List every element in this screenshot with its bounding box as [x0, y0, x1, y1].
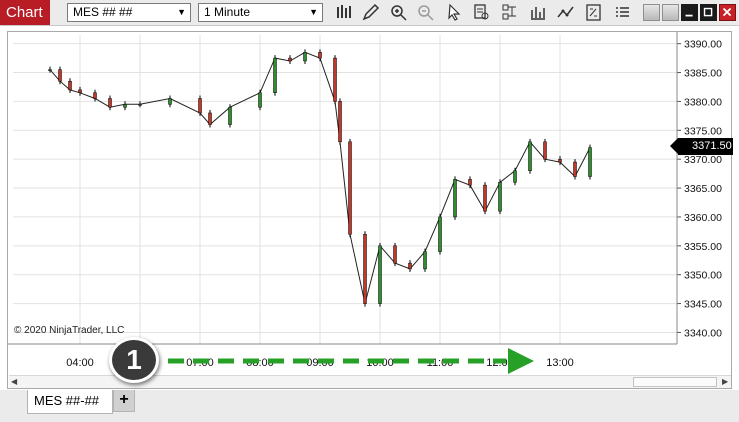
pointer-icon[interactable] [443, 2, 465, 23]
candle-body [453, 179, 457, 218]
chevron-down-icon: ▼ [309, 7, 318, 17]
tab-bar: MES ##-## + [0, 390, 739, 422]
zoom-in-icon[interactable] [388, 2, 410, 23]
menu-list-icon[interactable] [611, 2, 633, 23]
maximize-button[interactable] [700, 4, 717, 21]
candle-body [408, 262, 412, 270]
candle-body [108, 98, 112, 108]
candle-body [423, 251, 427, 270]
minimize-button[interactable] [681, 4, 698, 21]
candle-body [513, 170, 517, 183]
scroll-right-icon[interactable]: ▶ [722, 377, 729, 386]
candle-body [363, 234, 367, 304]
scroll-left-icon[interactable]: ◀ [11, 377, 18, 386]
chart-toolbar: Chart MES ## ## ▼ 1 Minute ▼ [0, 0, 739, 26]
add-tab-button[interactable]: + [113, 390, 135, 412]
maximize-icon [703, 7, 713, 17]
candle-body [498, 182, 502, 212]
instrument-selector[interactable]: MES ## ## ▼ [67, 3, 191, 22]
candle-body [138, 104, 142, 106]
candle-body [528, 141, 532, 171]
horizontal-scrollbar[interactable]: ◀ ▶ [9, 375, 731, 388]
indicators-icon[interactable] [527, 2, 549, 23]
scroll-direction-arrow [168, 348, 534, 374]
y-tick-label: 3375.00 [684, 125, 722, 137]
close-icon [722, 7, 732, 17]
candle-body [78, 89, 82, 94]
candle-body [573, 161, 577, 177]
properties-icon[interactable] [583, 2, 605, 23]
data-box-icon[interactable] [471, 2, 493, 23]
y-tick-label: 3380.00 [684, 96, 722, 108]
tab-mes[interactable]: MES ##-## [27, 390, 113, 414]
y-tick-label: 3360.00 [684, 212, 722, 224]
x-tick-label: 04:00 [66, 357, 94, 369]
candle-body [288, 57, 292, 62]
candle-body [588, 147, 592, 177]
candle-body [438, 216, 442, 252]
close-button[interactable] [719, 4, 736, 21]
theme-button[interactable] [643, 4, 660, 21]
strategies-icon[interactable] [555, 2, 577, 23]
y-tick-label: 3370.00 [684, 154, 722, 166]
templates-icon[interactable] [499, 2, 521, 23]
candle-body [543, 141, 547, 160]
candle-body [393, 245, 397, 264]
scroll-thumb[interactable] [633, 377, 717, 387]
candle-body [483, 184, 487, 212]
candle-body [58, 69, 62, 82]
candle-body [273, 57, 277, 94]
candle-body [123, 104, 127, 108]
candle-body [68, 80, 72, 91]
step-number-badge: 1 [109, 337, 159, 383]
candle-body [258, 92, 262, 108]
candle-body [208, 112, 212, 125]
y-tick-label: 3350.00 [684, 270, 722, 282]
candle-body [348, 141, 352, 235]
candle-body [558, 158, 562, 163]
candle-body [198, 98, 202, 114]
candle-body [468, 179, 472, 186]
y-tick-label: 3355.00 [684, 241, 722, 253]
price-series-line [49, 51, 591, 304]
interval-value: 1 Minute [204, 5, 251, 19]
y-tick-label: 3390.00 [684, 39, 722, 51]
candle-body [333, 57, 337, 102]
candle-body [338, 101, 342, 143]
y-tick-label: 3365.00 [684, 183, 722, 195]
instrument-value: MES ## ## [73, 5, 133, 19]
candle-body [48, 69, 52, 71]
y-tick-label: 3340.00 [684, 327, 722, 339]
drawing-tool-pencil-icon[interactable] [360, 2, 382, 23]
chevron-down-icon: ▼ [177, 7, 186, 17]
link-button[interactable] [662, 4, 679, 21]
last-price-marker: 3371.50 [670, 138, 733, 155]
zoom-out-icon[interactable] [415, 2, 437, 23]
candle-body [378, 245, 382, 304]
x-tick-label: 13:00 [546, 357, 574, 369]
candle-body [228, 106, 232, 125]
chart-window-title: Chart [0, 0, 50, 25]
candle-body [318, 52, 322, 59]
price-chart[interactable]: 3390.00 3385.00 3380.00 3375.00 3370.00 3365.… [8, 32, 731, 374]
chart-panel[interactable]: 3390.00 3385.00 3380.00 3375.00 3370.00 3365.… [7, 31, 733, 389]
bar-type-icon[interactable] [333, 2, 355, 23]
interval-selector[interactable]: 1 Minute ▼ [198, 3, 323, 22]
candle-body [303, 52, 307, 62]
y-tick-label: 3345.00 [684, 299, 722, 311]
minimize-icon [685, 14, 693, 17]
candle-body [93, 92, 97, 99]
y-tick-label: 3385.00 [684, 68, 722, 80]
candle-body [168, 98, 172, 105]
copyright-notice: © 2020 NinjaTrader, LLC [14, 325, 125, 336]
